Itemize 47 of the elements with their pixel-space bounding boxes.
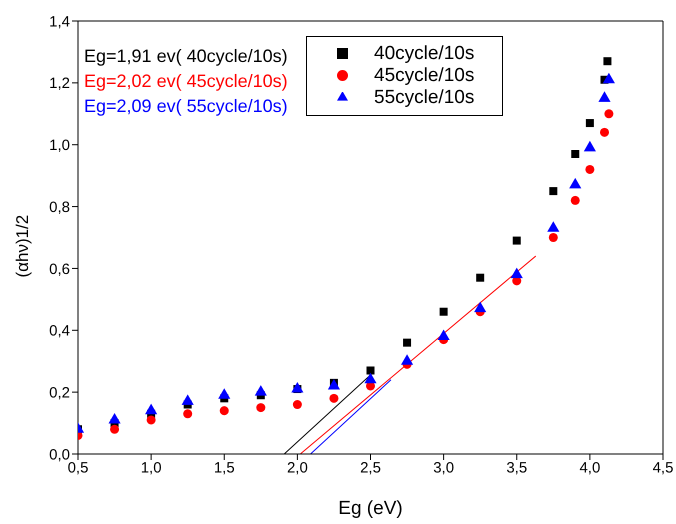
point xyxy=(585,164,594,174)
y-tick-label: 1,0 xyxy=(49,137,70,154)
y-tick-label: 0,6 xyxy=(49,260,70,278)
annotation: Eg=2,09 ev( 55cycle/10s) xyxy=(84,95,288,118)
legend-label: 55cycle/10s xyxy=(374,87,474,108)
y-tick-label: 0,2 xyxy=(49,384,70,402)
y-tick-label: 0,8 xyxy=(49,198,70,216)
x-tick-label: 3,5 xyxy=(506,460,528,477)
y-axis-title: (αhν)1/2 xyxy=(13,214,32,278)
point xyxy=(440,308,448,316)
point xyxy=(256,403,266,412)
x-axis-title: Eg (eV) xyxy=(338,498,403,519)
point xyxy=(329,394,338,403)
point xyxy=(183,409,192,418)
point xyxy=(570,196,580,205)
point xyxy=(512,236,521,245)
x-tick-label: 4,5 xyxy=(652,460,674,477)
legend-label: 40cycle/10s xyxy=(374,43,474,64)
x-tick-label: 3,0 xyxy=(433,460,454,477)
point xyxy=(548,232,558,242)
point xyxy=(600,128,610,137)
point xyxy=(604,109,614,118)
x-tick-label: 2,0 xyxy=(286,460,308,477)
point xyxy=(110,424,120,434)
annotation: Eg=2,02 ev( 45cycle/10s) xyxy=(84,70,288,93)
point xyxy=(403,338,412,347)
x-tick-label: 0,5 xyxy=(68,460,88,477)
y-tick-label: 1,4 xyxy=(49,13,70,30)
x-tick-label: 2,5 xyxy=(360,460,381,477)
point xyxy=(146,415,156,424)
point xyxy=(586,119,594,128)
point xyxy=(220,406,229,416)
y-tick-label: 0,4 xyxy=(49,322,70,340)
y-tick-label: 1,2 xyxy=(49,75,70,92)
point xyxy=(292,400,302,410)
point xyxy=(549,187,558,196)
x-tick-label: 4,0 xyxy=(579,460,600,477)
point xyxy=(603,57,612,66)
x-tick-label: 1,0 xyxy=(140,460,162,477)
point xyxy=(291,382,304,393)
point xyxy=(571,150,580,158)
point xyxy=(476,274,484,282)
point xyxy=(366,366,374,374)
legend-label: 45cycle/10s xyxy=(374,65,474,86)
y-tick-label: 0,0 xyxy=(49,446,70,464)
x-tick-label: 1,5 xyxy=(214,460,235,477)
annotation: Eg=1,91 ev( 40cycle/10s) xyxy=(84,45,288,68)
